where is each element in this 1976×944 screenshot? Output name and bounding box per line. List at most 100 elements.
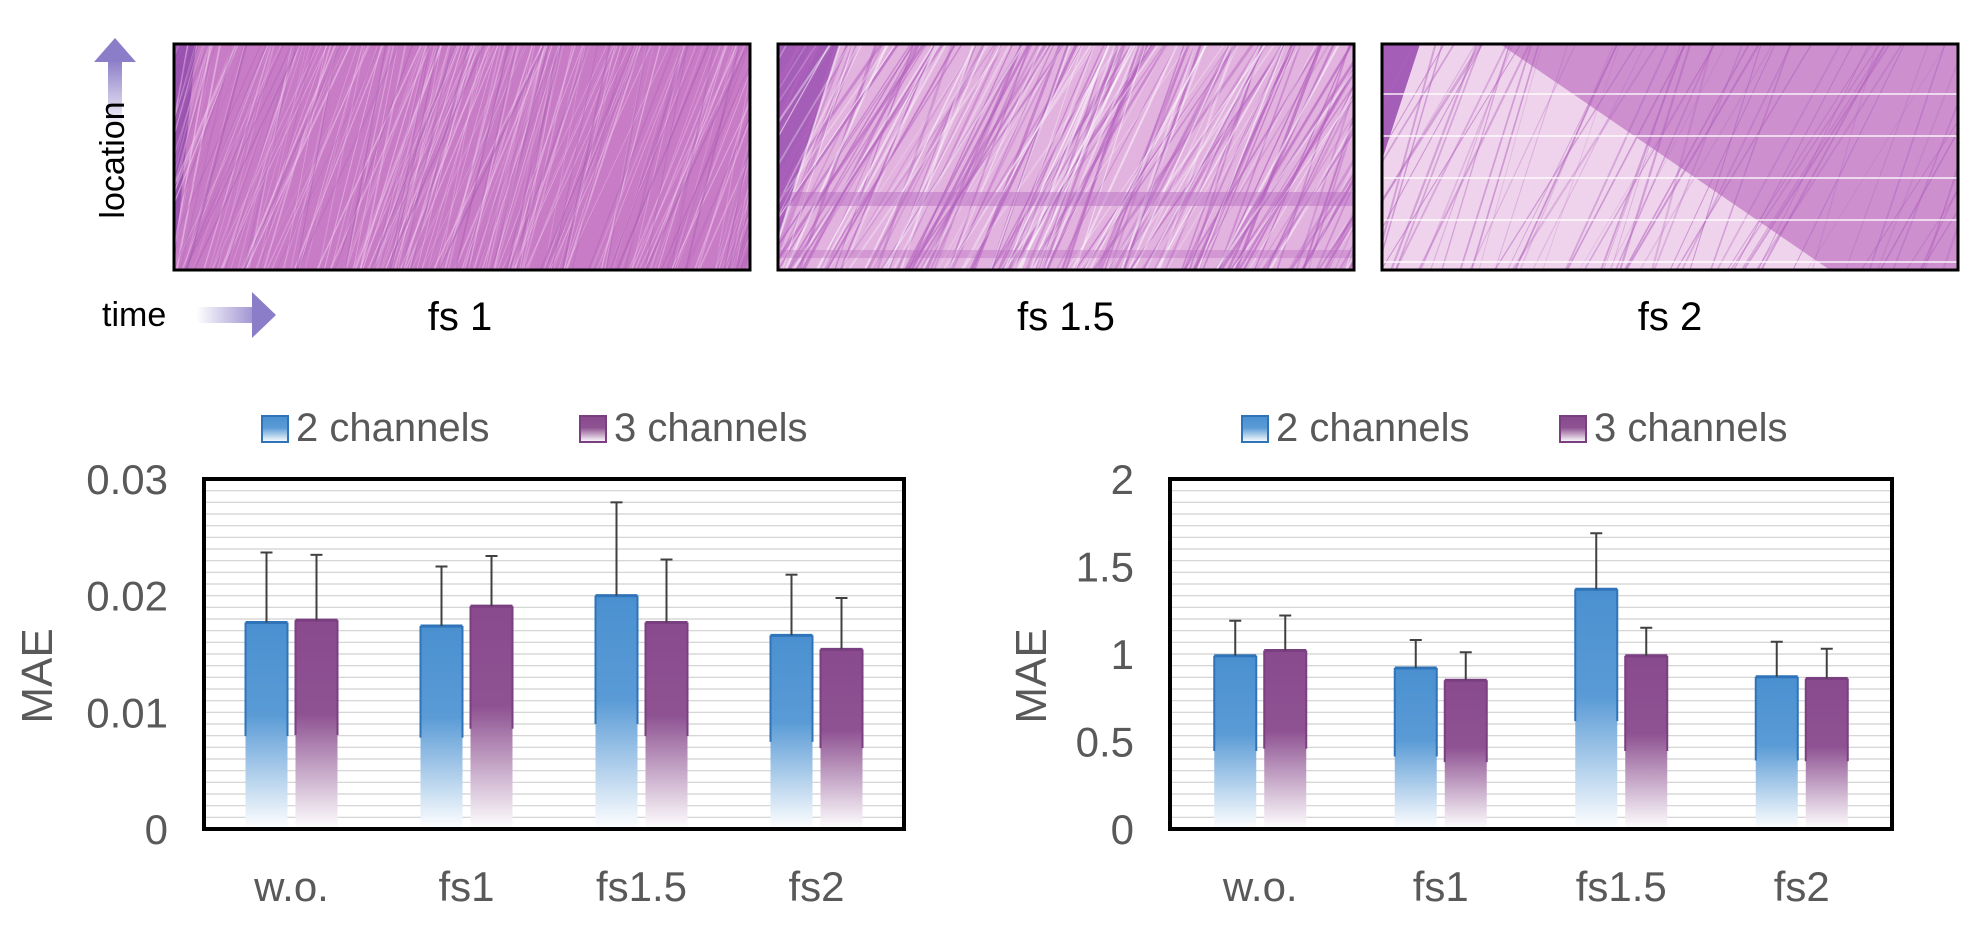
bar — [1755, 676, 1798, 829]
heatmap-stripe — [645, 44, 749, 270]
heatmap-caption-fs1: fs 1 — [428, 295, 492, 339]
heatmap-fs2 — [1380, 42, 1960, 272]
heatmap-stripe — [467, 44, 559, 270]
heatmap-stripe — [245, 44, 352, 270]
heatmap-stripe — [1186, 44, 1284, 270]
heatmap-stripe — [1127, 44, 1232, 270]
y-tick-label: 1 — [1111, 631, 1134, 678]
bar — [1264, 650, 1307, 829]
heatmap-stripe — [351, 44, 443, 270]
heatmap-stripe — [1905, 189, 1958, 270]
heatmap-stripe — [1230, 70, 1354, 270]
heatmap-stripe — [519, 44, 561, 270]
heatmap-stripe — [1920, 209, 1958, 270]
heatmap-stripe — [242, 44, 298, 270]
heatmap-stripe — [778, 44, 841, 244]
heatmap-stripe — [1183, 44, 1321, 270]
heatmap-stripe — [1669, 44, 1776, 270]
heatmap-stripe — [484, 44, 536, 270]
heatmap-stripe — [466, 44, 517, 270]
heatmap-stripe — [883, 44, 1001, 270]
heatmap-stripe — [1514, 44, 1618, 270]
heatmap-stripe — [907, 44, 1014, 270]
legend-label-2-channels: 2 channels — [296, 406, 489, 450]
heatmap-stripe — [1811, 44, 1878, 270]
heatmap-stripe — [730, 195, 750, 270]
heatmap-stripe — [323, 44, 383, 270]
heatmap-stripe — [723, 141, 750, 270]
heatmap-stripe — [660, 62, 750, 270]
heatmap-stripe — [174, 44, 269, 268]
y-tick-label: 0.01 — [86, 689, 168, 736]
heatmap-stripe — [795, 44, 938, 270]
heatmap-stripe — [1217, 44, 1302, 270]
heatmap-stripe — [1681, 44, 1793, 270]
heatmap-stripe — [174, 44, 214, 190]
heatmap-stripe — [1382, 44, 1415, 112]
heatmap-stripe — [1039, 44, 1122, 270]
heatmap-stripe — [345, 44, 395, 270]
heatmap-stripe — [785, 44, 928, 270]
heatmap-stripe — [1108, 44, 1267, 270]
heatmap-stripe — [1511, 44, 1659, 270]
heatmap-stripe — [942, 44, 1096, 270]
y-tick-label: 2 — [1111, 456, 1134, 503]
heatmap-stripe — [778, 44, 841, 211]
heatmap-stripe — [921, 44, 1054, 270]
heatmap-stripe — [778, 44, 883, 196]
heatmap-stripe — [1892, 100, 1958, 270]
heatmap-stripe — [1269, 121, 1354, 270]
heatmap-stripe — [731, 192, 750, 270]
heatmap-stripe — [714, 184, 750, 270]
heatmap-stripe — [1180, 44, 1265, 270]
heatmap-stripe — [628, 44, 722, 270]
heatmap-stripe — [174, 44, 239, 206]
heatmap-stripe — [427, 44, 488, 270]
heatmap-stripe — [540, 44, 636, 270]
heatmap-stripe — [241, 44, 337, 270]
heatmap-stripe — [539, 44, 638, 270]
heatmap-stripe — [919, 44, 1040, 270]
plot-area-left: 0 0.01 0.02 0.03 w.o. fs1 fs1.5 fs2 — [86, 456, 906, 910]
heatmap-stripe — [174, 44, 245, 239]
heatmap-stripe — [508, 44, 591, 270]
heatmap-stripe — [1653, 44, 1744, 270]
heatmap-stripe — [1325, 225, 1354, 270]
heatmap-stripe — [203, 44, 272, 270]
heatmap-stripe — [1564, 44, 1670, 270]
heatmap-stripe — [220, 44, 329, 270]
heatmap-stripe — [1619, 44, 1692, 270]
heatmap-fs1-5 — [776, 42, 1356, 272]
heatmap-stripe — [183, 44, 246, 270]
heatmap-stripe — [1394, 44, 1508, 270]
heatmap-stripe — [552, 44, 639, 270]
heatmap-stripe — [881, 44, 1025, 270]
heatmap-stripe — [1382, 44, 1522, 270]
heatmap-stripe — [961, 44, 1121, 270]
heatmap-stripe — [778, 44, 854, 249]
heatmap-stripe — [778, 44, 802, 90]
heatmap-stripe — [354, 44, 443, 270]
heatmap-stripe — [352, 44, 458, 270]
heatmap-stripe — [222, 44, 301, 270]
heatmap-stripe — [390, 44, 440, 270]
heatmap-stripe — [1229, 83, 1354, 270]
heatmap-stripe — [872, 44, 987, 270]
heatmap-stripe — [434, 44, 499, 270]
heatmap-stripe — [778, 44, 860, 206]
heatmap-stripe — [174, 44, 200, 154]
heatmap-stripe — [1792, 44, 1905, 270]
heatmap-stripe — [401, 44, 453, 270]
heatmap-stripe — [174, 44, 189, 126]
heatmap-stripe — [673, 71, 750, 270]
heatmap-stripe — [672, 44, 747, 270]
heatmap-stripe — [1879, 129, 1958, 270]
heatmap-stripe — [385, 44, 496, 270]
heatmap-stripe — [605, 44, 649, 270]
x-tick-label: fs2 — [1774, 863, 1830, 910]
heatmap-stripe — [265, 44, 371, 270]
heatmap-stripe — [384, 44, 477, 270]
heatmap-stripe — [1104, 44, 1186, 270]
heatmap-stripe — [989, 44, 1072, 270]
heatmap-stripe — [293, 44, 385, 270]
